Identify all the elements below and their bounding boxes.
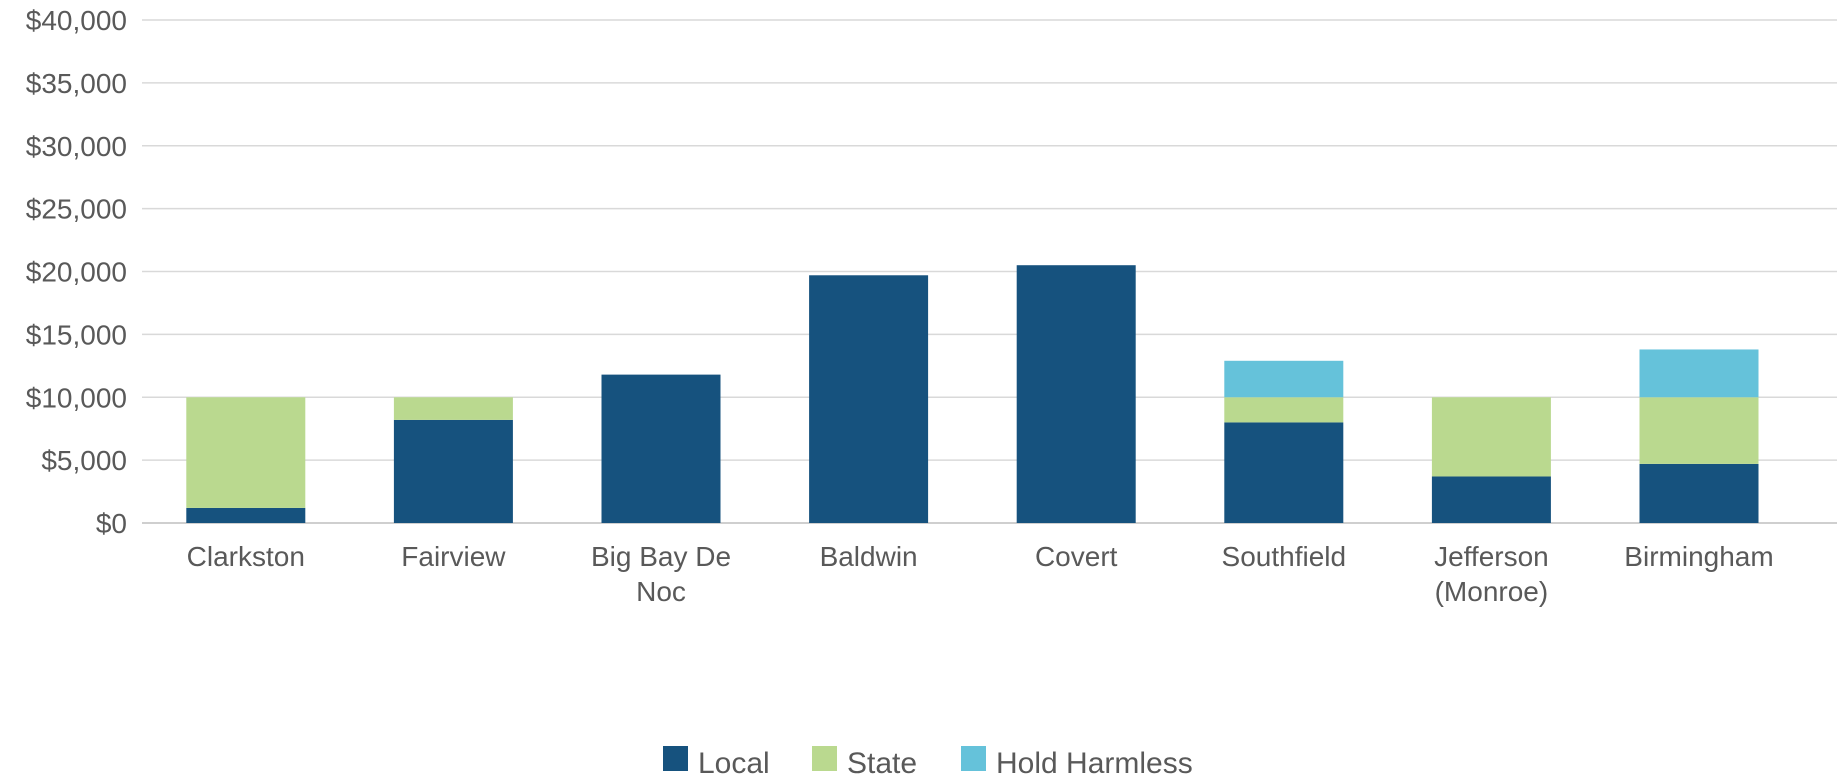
legend-swatch-state	[812, 746, 837, 771]
bar-segment-local	[1016, 265, 1136, 523]
y-tick-label: $30,000	[26, 131, 127, 162]
x-category-label: Jefferson (Monroe)	[1434, 541, 1549, 607]
bar-segment-local	[601, 374, 721, 523]
x-category-label: Birmingham	[1624, 541, 1773, 572]
x-category-label: Southfield	[1222, 541, 1347, 572]
bar-segment-local	[393, 419, 513, 523]
x-category-label: Fairview	[401, 541, 506, 572]
y-tick-label: $25,000	[26, 194, 127, 225]
y-tick-label: $10,000	[26, 382, 127, 413]
legend: Local State Hold Harmless	[663, 746, 1193, 780]
bar-segment-local	[1224, 422, 1344, 523]
legend-label: Local	[698, 747, 770, 780]
bar-segment-state	[1224, 397, 1344, 423]
y-axis-tick-labels: $0 $5,000 $10,000 $15,000 $20,000 $25,000 $30,…	[26, 5, 127, 539]
bars	[186, 265, 1759, 523]
x-axis-category-labels: Clarkston Fairview Big Bay De Noc Baldwin Cov…	[187, 541, 1774, 607]
bar-segment-state	[186, 397, 306, 508]
bar-segment-local	[809, 275, 929, 523]
x-category-label: Covert	[1035, 541, 1118, 572]
legend-swatch-local	[663, 746, 688, 771]
bar-segment-state	[1639, 397, 1759, 464]
bar-segment-hold-harmless	[1639, 349, 1759, 398]
bar-segment-state	[393, 397, 513, 420]
bar-segment-local	[186, 507, 306, 523]
x-category-label: Clarkston	[187, 541, 305, 572]
y-tick-label: $35,000	[26, 68, 127, 99]
x-category-label: Big Bay De Noc	[591, 541, 731, 607]
y-tick-label: $0	[96, 508, 127, 539]
bar-segment-local	[1431, 476, 1551, 523]
y-tick-label: $5,000	[41, 445, 127, 476]
bar-segment-hold-harmless	[1224, 360, 1344, 398]
bar-segment-state	[1431, 397, 1551, 477]
legend-label: Hold Harmless	[996, 747, 1193, 780]
y-tick-label: $40,000	[26, 5, 127, 36]
x-category-label: Baldwin	[820, 541, 918, 572]
y-tick-label: $15,000	[26, 319, 127, 350]
legend-label: State	[847, 747, 917, 780]
y-tick-label: $20,000	[26, 257, 127, 288]
legend-swatch-hold-harmless	[961, 746, 986, 771]
bar-segment-local	[1639, 463, 1759, 523]
